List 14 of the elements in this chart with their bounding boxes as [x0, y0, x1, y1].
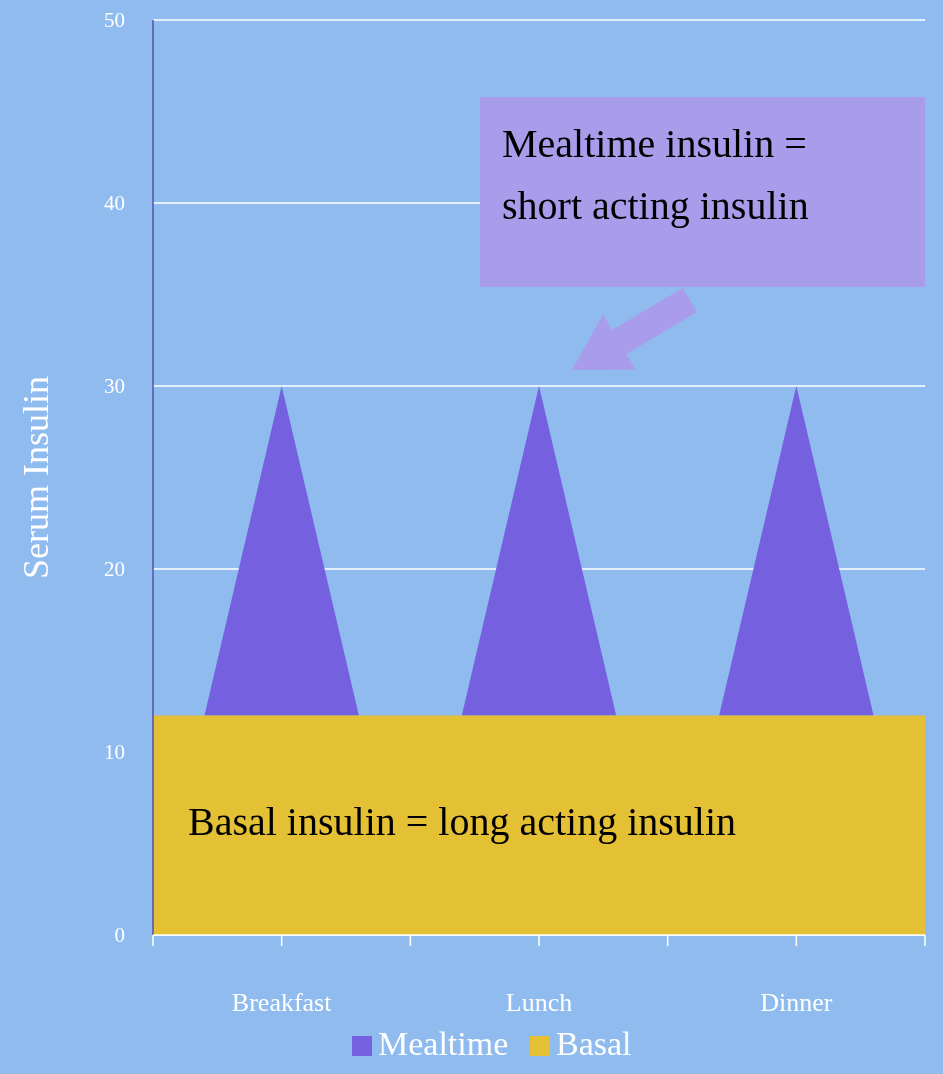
y-tick-label: 20 — [104, 557, 125, 581]
x-tick-label: Dinner — [760, 988, 833, 1017]
y-tick-label: 30 — [104, 374, 125, 398]
y-tick-label: 50 — [104, 8, 125, 32]
annotation: Mealtime insulin = short acting insulin — [502, 121, 809, 228]
y-axis-title: Serum Insulin — [16, 376, 56, 579]
x-tick-label: Lunch — [505, 988, 573, 1017]
y-tick-label: 10 — [104, 740, 125, 764]
y-tick-label: 40 — [104, 191, 125, 215]
y-tick-label: 0 — [114, 923, 125, 947]
annotation: Basal insulin = long acting insulin — [188, 799, 737, 844]
legend-label: Basal — [556, 1025, 632, 1062]
legend-label: Mealtime — [378, 1025, 509, 1062]
x-tick-label: Breakfast — [231, 988, 333, 1017]
